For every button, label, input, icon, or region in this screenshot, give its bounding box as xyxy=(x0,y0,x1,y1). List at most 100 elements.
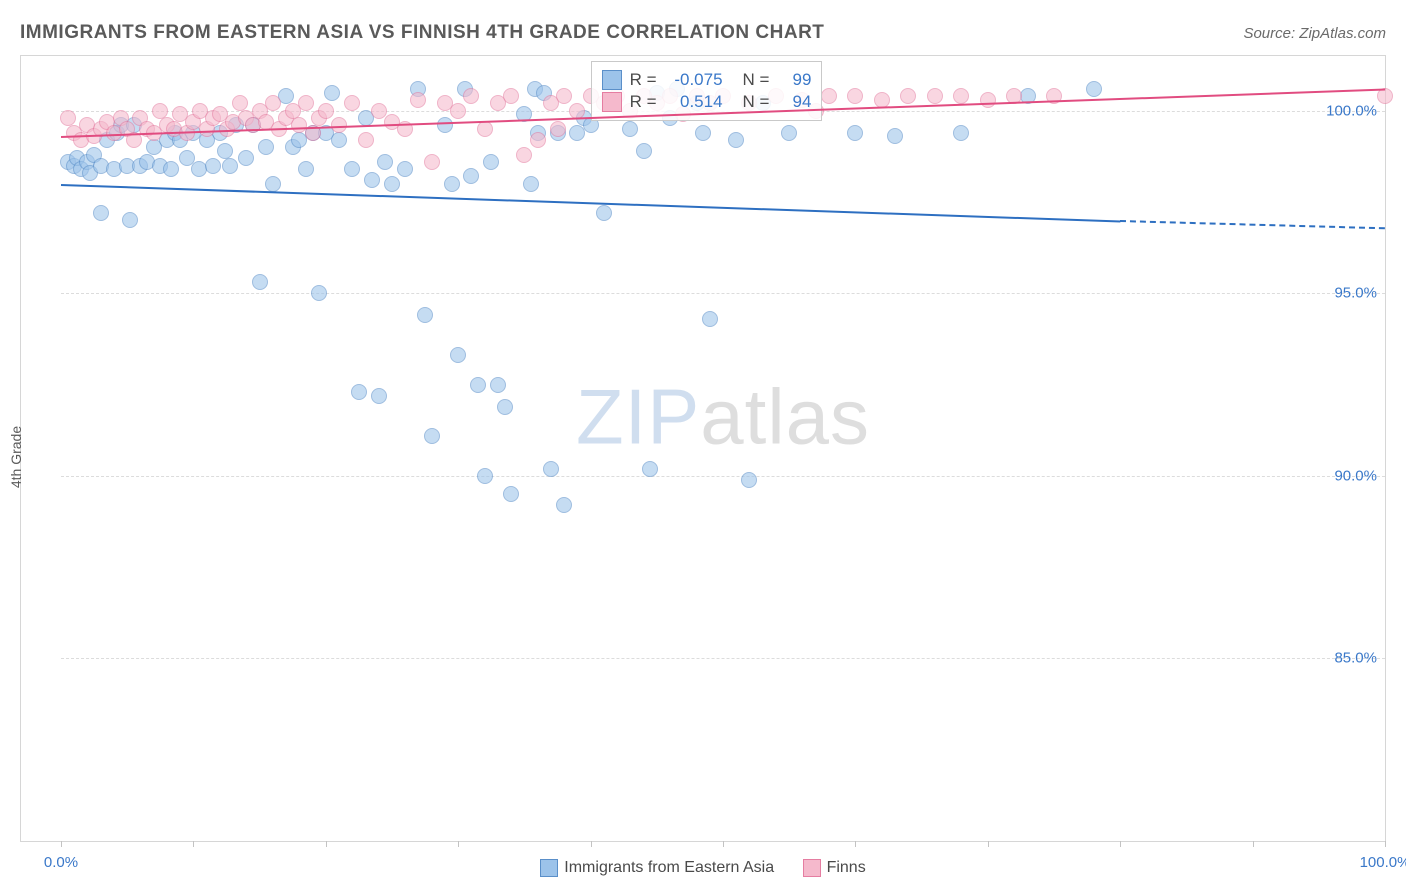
y-tick-label: 90.0% xyxy=(1334,467,1377,484)
scatter-point-a xyxy=(702,311,718,327)
gridline-h xyxy=(61,476,1385,477)
plot-region: ZIPatlas 85.0%90.0%95.0%100.0%0.0%100.0%… xyxy=(61,56,1385,841)
scatter-point-b xyxy=(953,88,969,104)
scatter-point-a xyxy=(1086,81,1102,97)
scatter-point-b xyxy=(477,121,493,137)
scatter-point-a xyxy=(497,399,513,415)
x-tick xyxy=(988,841,989,847)
legend-item-a: Immigrants from Eastern Asia xyxy=(540,859,774,877)
y-tick-label: 100.0% xyxy=(1326,102,1377,119)
scatter-point-a xyxy=(424,428,440,444)
scatter-point-a xyxy=(344,161,360,177)
scatter-point-b xyxy=(821,88,837,104)
footer-legend: Immigrants from Eastern Asia Finns xyxy=(0,859,1406,882)
scatter-point-a xyxy=(331,132,347,148)
stats-swatch xyxy=(602,70,622,90)
scatter-point-b xyxy=(60,110,76,126)
trendline xyxy=(61,184,1120,223)
stat-r-value: -0.075 xyxy=(669,70,723,90)
scatter-point-b xyxy=(516,147,532,163)
chart-title: IMMIGRANTS FROM EASTERN ASIA VS FINNISH … xyxy=(20,22,824,44)
x-tick xyxy=(193,841,194,847)
stats-row: R = -0.075 N = 99 xyxy=(602,70,812,90)
scatter-point-b xyxy=(318,103,334,119)
stat-n-value: 99 xyxy=(781,70,811,90)
scatter-point-a xyxy=(384,176,400,192)
scatter-point-b xyxy=(358,132,374,148)
stat-n-label: N = xyxy=(743,70,770,90)
scatter-point-b xyxy=(424,154,440,170)
scatter-point-a xyxy=(470,377,486,393)
legend-swatch-b xyxy=(803,859,821,877)
scatter-point-b xyxy=(298,95,314,111)
scatter-point-a xyxy=(417,307,433,323)
scatter-point-a xyxy=(311,285,327,301)
scatter-point-b xyxy=(900,88,916,104)
stat-r-label: R = xyxy=(630,70,657,90)
legend-label-a: Immigrants from Eastern Asia xyxy=(564,859,774,877)
scatter-point-a xyxy=(191,161,207,177)
y-axis-label: 4th Grade xyxy=(8,425,24,487)
x-tick xyxy=(1385,841,1386,847)
scatter-point-a xyxy=(377,154,393,170)
gridline-h xyxy=(61,293,1385,294)
scatter-point-a xyxy=(483,154,499,170)
trendline xyxy=(1120,220,1385,229)
scatter-point-a xyxy=(887,128,903,144)
scatter-point-b xyxy=(550,121,566,137)
chart-area: 4th Grade ZIPatlas 85.0%90.0%95.0%100.0%… xyxy=(20,55,1386,842)
scatter-point-a xyxy=(450,347,466,363)
scatter-point-a xyxy=(298,161,314,177)
stat-r-label: R = xyxy=(630,92,657,112)
x-tick xyxy=(723,841,724,847)
scatter-point-a xyxy=(258,139,274,155)
scatter-point-a xyxy=(556,497,572,513)
scatter-point-b xyxy=(344,95,360,111)
x-tick xyxy=(591,841,592,847)
scatter-point-a xyxy=(847,125,863,141)
y-tick-label: 85.0% xyxy=(1334,650,1377,667)
legend-swatch-a xyxy=(540,859,558,877)
scatter-point-a xyxy=(543,461,559,477)
legend-item-b: Finns xyxy=(803,859,866,877)
scatter-point-a xyxy=(463,168,479,184)
scatter-point-b xyxy=(503,88,519,104)
legend-label-b: Finns xyxy=(827,859,866,877)
scatter-point-b xyxy=(410,92,426,108)
scatter-point-a xyxy=(523,176,539,192)
scatter-point-a xyxy=(205,158,221,174)
scatter-point-a xyxy=(397,161,413,177)
stats-row: R =0.514N =94 xyxy=(602,92,812,112)
scatter-point-a xyxy=(781,125,797,141)
scatter-point-b xyxy=(463,88,479,104)
scatter-point-b xyxy=(450,103,466,119)
scatter-point-b xyxy=(556,88,572,104)
scatter-point-a xyxy=(953,125,969,141)
scatter-point-b xyxy=(980,92,996,108)
scatter-point-b xyxy=(265,95,281,111)
scatter-point-a xyxy=(728,132,744,148)
scatter-point-a xyxy=(222,158,238,174)
gridline-h xyxy=(61,658,1385,659)
scatter-point-a xyxy=(490,377,506,393)
watermark: ZIPatlas xyxy=(576,372,870,463)
stat-r-value: 0.514 xyxy=(669,92,723,112)
scatter-point-a xyxy=(217,143,233,159)
scatter-point-a xyxy=(695,125,711,141)
scatter-point-a xyxy=(238,150,254,166)
scatter-point-b xyxy=(1377,88,1393,104)
scatter-point-a xyxy=(163,161,179,177)
scatter-point-a xyxy=(636,143,652,159)
y-tick-label: 95.0% xyxy=(1334,285,1377,302)
scatter-point-a xyxy=(642,461,658,477)
x-tick xyxy=(1120,841,1121,847)
scatter-point-b xyxy=(152,103,168,119)
scatter-point-a xyxy=(477,468,493,484)
scatter-point-a xyxy=(265,176,281,192)
stats-swatch xyxy=(602,92,622,112)
scatter-point-a xyxy=(503,486,519,502)
scatter-point-b xyxy=(232,95,248,111)
x-tick xyxy=(1253,841,1254,847)
x-tick xyxy=(61,841,62,847)
scatter-point-a xyxy=(371,388,387,404)
